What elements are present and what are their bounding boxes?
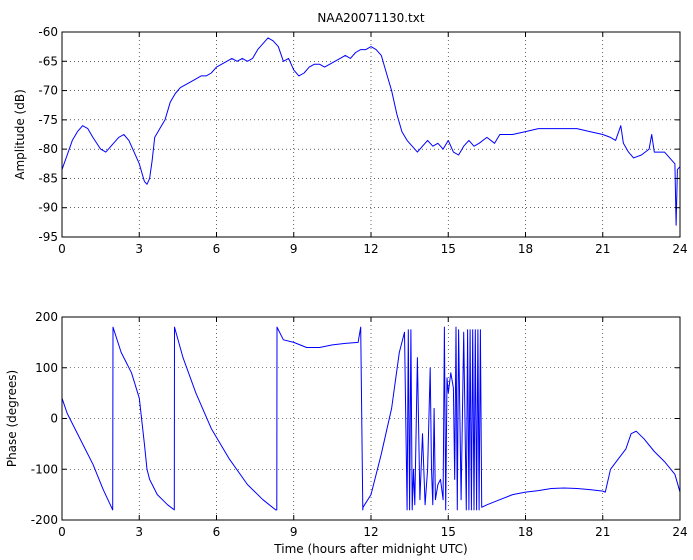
phase-x-axis-label: Time (hours after midnight UTC) [273,542,467,556]
amplitude-series-line [61,37,681,226]
phase-x-tick-label: 9 [290,525,298,539]
amplitude-x-tick-label: 0 [58,242,66,256]
amplitude-x-tick-label: 24 [672,242,687,256]
amplitude-y-tick-label: -75 [38,113,58,127]
phase-x-tick-label: 12 [363,525,378,539]
amplitude-x-tick-label: 3 [135,242,143,256]
phase-grid [62,317,680,520]
phase-y-axis-label: Phase (degrees) [5,370,19,467]
phase-x-tick-label: 6 [213,525,221,539]
amplitude-y-tick-label: -95 [38,230,58,244]
amplitude-series [61,37,681,226]
phase-y-tick-label: 200 [35,310,58,324]
amplitude-y-tick-label: -60 [38,25,58,39]
amplitude-x-tick-label: 18 [518,242,533,256]
amplitude-axes-box [61,31,681,238]
phase-x-tick-label: 0 [58,525,66,539]
amplitude-y-tick-label: -65 [38,54,58,68]
amplitude-x-tick-label: 9 [290,242,298,256]
amplitude-x-tick-label: 6 [213,242,221,256]
figure-title: NAA20071130.txt [317,11,424,25]
phase-x-ticks: 0 3 6 9 12 15 18 21 24 [58,317,688,539]
phase-plot: 0 3 6 9 12 15 18 21 24 -200 -100 0 100 200 Phase (de… [5,310,688,556]
phase-x-tick-label: 15 [441,525,456,539]
phase-x-tick-label: 3 [135,525,143,539]
amplitude-y-tick-label: -90 [38,201,58,215]
amplitude-y-tick-label: -80 [38,142,58,156]
amplitude-x-tick-label: 12 [363,242,378,256]
phase-y-tick-label: -100 [31,462,58,476]
amplitude-grid [62,32,680,237]
amplitude-plot: 0 3 6 9 12 15 18 21 24 -95-90-85-80-75-70-65-60 … [13,25,688,256]
phase-series-line [61,326,681,511]
amplitude-x-tick-label: 21 [595,242,610,256]
amplitude-y-ticks: -95 -90 -85 -80 -75 -70 -65 -60 [38,25,680,244]
phase-y-tick-label: 100 [35,361,58,375]
phase-y-tick-label: -200 [31,513,58,527]
amplitude-y-tick-label: -70 [38,84,58,98]
phase-x-tick-label: 21 [595,525,610,539]
phase-series [61,326,681,511]
amplitude-y-tick-label: -85 [38,171,58,185]
phase-y-ticks: -200 -100 0 100 200 [31,310,680,527]
amplitude-x-tick-label: 15 [441,242,456,256]
phase-y-tick-label: 0 [50,412,58,426]
amplitude-x-ticks: 0 3 6 9 12 15 18 21 24 [58,32,688,256]
phase-x-tick-label: 18 [518,525,533,539]
phase-x-tick-label: 24 [672,525,687,539]
amplitude-y-axis-label: Amplitude (dB) [13,89,27,180]
